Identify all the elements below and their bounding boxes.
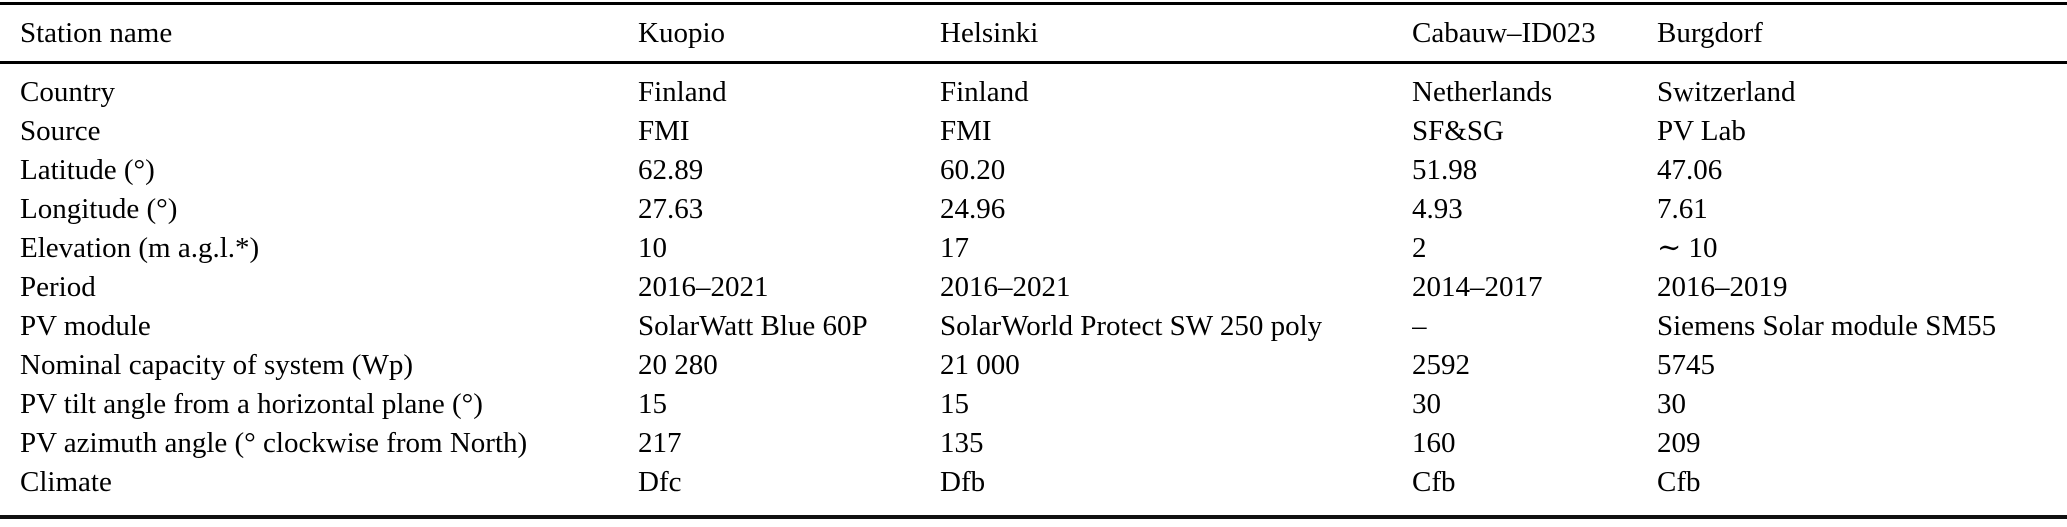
cell-value: Dfc bbox=[638, 466, 682, 498]
cell-value: 27.63 bbox=[638, 193, 704, 225]
cell-value: – bbox=[1412, 310, 1427, 342]
row-label: Climate bbox=[20, 466, 112, 498]
table-row-latitude: Latitude (°) 62.89 60.20 51.98 47.06 bbox=[0, 151, 2067, 190]
cell-value: 30 bbox=[1657, 388, 1686, 420]
cell-value: 2592 bbox=[1412, 349, 1470, 381]
cell-value: Switzerland bbox=[1657, 76, 1796, 108]
cell-value: 47.06 bbox=[1657, 154, 1723, 186]
cell-value: PV Lab bbox=[1657, 115, 1746, 147]
row-label: PV azimuth angle (° clockwise from North… bbox=[20, 427, 528, 459]
cell-value: 7.61 bbox=[1657, 193, 1708, 225]
column-header-kuopio: Kuopio bbox=[638, 3, 940, 64]
cell-value: Netherlands bbox=[1412, 76, 1553, 108]
column-header-burgdorf: Burgdorf bbox=[1657, 3, 2067, 64]
cell-value: 209 bbox=[1657, 427, 1701, 459]
cell-value: Cfb bbox=[1657, 466, 1701, 498]
row-label: PV module bbox=[20, 310, 151, 342]
table-row-source: Source FMI FMI SF&SG PV Lab bbox=[0, 112, 2067, 151]
table-row-azimuth-angle: PV azimuth angle (° clockwise from North… bbox=[0, 424, 2067, 463]
row-label: Source bbox=[20, 115, 101, 147]
cell-value: SolarWorld Protect SW 250 poly bbox=[940, 310, 1323, 342]
cell-value: 17 bbox=[940, 232, 969, 264]
column-header-helsinki: Helsinki bbox=[940, 3, 1412, 64]
cell-value: 62.89 bbox=[638, 154, 704, 186]
cell-value: 2016–2019 bbox=[1657, 271, 1788, 303]
row-label: Latitude (°) bbox=[20, 154, 155, 186]
cell-value: 4.93 bbox=[1412, 193, 1463, 225]
cell-value: 2 bbox=[1412, 232, 1427, 264]
table-row-tilt-angle: PV tilt angle from a horizontal plane (°… bbox=[0, 385, 2067, 424]
table-header-row: Station name Kuopio Helsinki Cabauw–ID02… bbox=[0, 3, 2067, 64]
cell-value: FMI bbox=[940, 115, 992, 147]
cell-value: Dfb bbox=[940, 466, 986, 498]
cell-value: 5745 bbox=[1657, 349, 1715, 381]
cell-value: 24.96 bbox=[940, 193, 1006, 225]
table-row-nominal-capacity: Nominal capacity of system (Wp) 20 280 2… bbox=[0, 346, 2067, 385]
row-label: PV tilt angle from a horizontal plane (°… bbox=[20, 388, 483, 420]
cell-value: Cfb bbox=[1412, 466, 1456, 498]
table-row-country: Country Finland Finland Netherlands Swit… bbox=[0, 63, 2067, 113]
cell-value: 2014–2017 bbox=[1412, 271, 1543, 303]
cell-value: 15 bbox=[940, 388, 969, 420]
cell-value: 20 280 bbox=[638, 349, 718, 381]
cell-value: Finland bbox=[940, 76, 1029, 108]
cell-value: 60.20 bbox=[940, 154, 1006, 186]
table-row-elevation: Elevation (m a.g.l.*) 10 17 2 ∼ 10 bbox=[0, 229, 2067, 268]
table-row-period: Period 2016–2021 2016–2021 2014–2017 201… bbox=[0, 268, 2067, 307]
cell-value: 21 000 bbox=[940, 349, 1020, 381]
cell-value: SolarWatt Blue 60P bbox=[638, 310, 868, 342]
cell-value: FMI bbox=[638, 115, 690, 147]
cell-value: 15 bbox=[638, 388, 667, 420]
row-label: Country bbox=[20, 76, 116, 108]
cell-value: 30 bbox=[1412, 388, 1441, 420]
cell-value: 217 bbox=[638, 427, 682, 459]
cell-value: 2016–2021 bbox=[638, 271, 769, 303]
row-label: Period bbox=[20, 271, 96, 303]
row-label: Nominal capacity of system (Wp) bbox=[20, 349, 413, 381]
cell-value: 135 bbox=[940, 427, 984, 459]
cell-value: 160 bbox=[1412, 427, 1456, 459]
cell-value: 2016–2021 bbox=[940, 271, 1071, 303]
cell-value: 10 bbox=[638, 232, 667, 264]
row-label: Longitude (°) bbox=[20, 193, 178, 225]
cell-value: ∼ 10 bbox=[1657, 232, 1718, 264]
cell-value: SF&SG bbox=[1412, 115, 1504, 147]
row-label: Elevation (m a.g.l.*) bbox=[20, 232, 260, 264]
table-row-climate: Climate Dfc Dfb Cfb Cfb bbox=[0, 463, 2067, 517]
cell-value: Siemens Solar module SM55 bbox=[1657, 310, 1997, 342]
column-header-cabauw: Cabauw–ID023 bbox=[1412, 3, 1657, 64]
column-header-station-name: Station name bbox=[0, 3, 638, 64]
cell-value: 51.98 bbox=[1412, 154, 1478, 186]
table-row-pv-module: PV module SolarWatt Blue 60P SolarWorld … bbox=[0, 307, 2067, 346]
table-row-longitude: Longitude (°) 27.63 24.96 4.93 7.61 bbox=[0, 190, 2067, 229]
cell-value: Finland bbox=[638, 76, 727, 108]
